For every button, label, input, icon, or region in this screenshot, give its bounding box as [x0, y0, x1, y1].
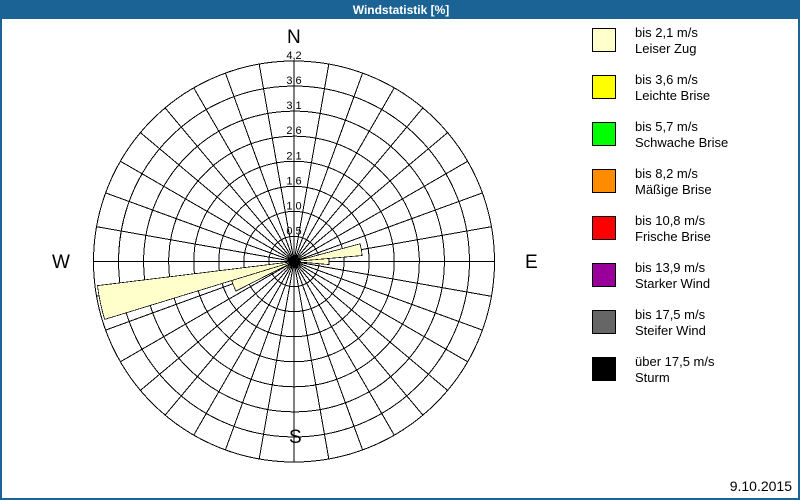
- svg-text:3,1: 3,1: [286, 100, 301, 112]
- svg-text:2,1: 2,1: [286, 150, 301, 162]
- svg-text:1,0: 1,0: [286, 200, 301, 212]
- svg-text:1,6: 1,6: [286, 175, 301, 187]
- svg-text:4,2: 4,2: [286, 50, 301, 62]
- svg-text:2,6: 2,6: [286, 125, 301, 137]
- svg-text:0,5: 0,5: [286, 225, 301, 237]
- svg-text:3,6: 3,6: [286, 75, 301, 87]
